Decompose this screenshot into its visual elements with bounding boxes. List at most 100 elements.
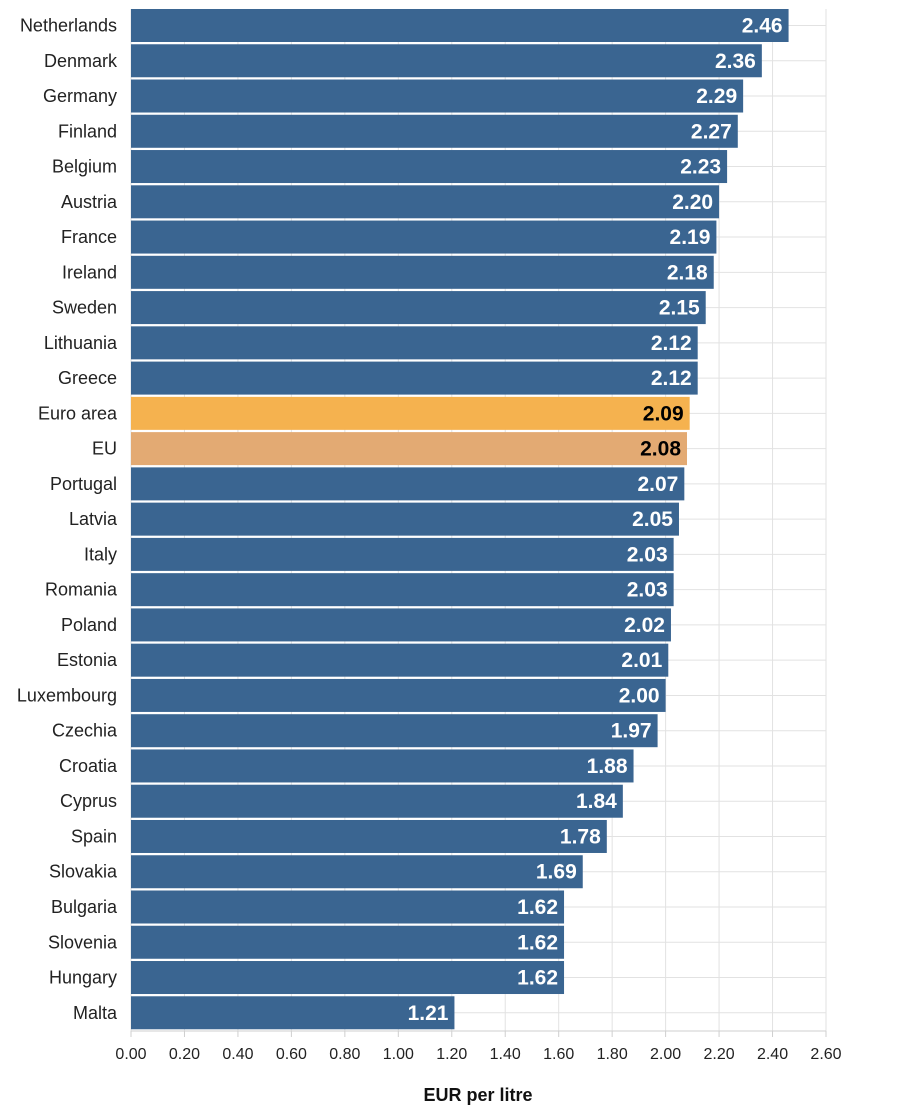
category-label: Sweden — [52, 298, 117, 318]
bar-czechia — [131, 714, 658, 748]
value-label: 2.36 — [715, 50, 756, 73]
bar-cyprus — [131, 784, 623, 818]
value-label: 2.29 — [696, 85, 737, 108]
bar-france — [131, 220, 717, 254]
bar-germany — [131, 79, 744, 113]
bar-netherlands — [131, 9, 789, 42]
value-label: 2.03 — [627, 543, 668, 566]
bar-sweden — [131, 291, 706, 325]
category-label: EU — [92, 439, 117, 459]
value-label: 2.12 — [651, 332, 692, 355]
bar-spain — [131, 819, 607, 853]
category-label: Bulgaria — [51, 897, 118, 917]
bar-greece — [131, 361, 698, 395]
bar-belgium — [131, 150, 728, 184]
bar-slovakia — [131, 855, 583, 889]
category-label: Ireland — [62, 262, 117, 282]
category-label: Slovenia — [48, 932, 118, 952]
category-label: Czechia — [52, 721, 118, 741]
bar-bulgaria — [131, 890, 565, 924]
x-tick-label: 0.20 — [169, 1046, 200, 1063]
category-label: Poland — [61, 615, 117, 635]
category-label: Spain — [71, 826, 117, 846]
bar-lithuania — [131, 326, 698, 360]
category-label: Malta — [73, 1003, 118, 1023]
bar-malta — [131, 996, 455, 1030]
category-label: Netherlands — [20, 16, 117, 36]
category-label: Slovakia — [49, 862, 118, 882]
category-label: Austria — [61, 192, 118, 212]
category-label: Belgium — [52, 157, 117, 177]
value-label: 2.02 — [624, 614, 665, 637]
x-tick-label: 1.40 — [490, 1046, 521, 1063]
category-label: Romania — [45, 580, 118, 600]
x-axis-ticks: 0.00 0.20 0.40 0.60 0.80 1.00 1.20 1.40 1.60 1.80… — [115, 1030, 842, 1063]
category-label: Estonia — [57, 650, 118, 670]
value-label: 1.97 — [611, 720, 652, 743]
x-tick-label: 1.00 — [383, 1046, 414, 1063]
x-tick-label: 0.40 — [222, 1046, 253, 1063]
value-label: 2.15 — [659, 297, 700, 320]
x-tick-label: 2.40 — [757, 1046, 788, 1063]
value-label: 1.69 — [536, 861, 577, 884]
x-tick-label: 0.00 — [115, 1046, 146, 1063]
value-label: 2.05 — [632, 508, 673, 531]
bar-denmark — [131, 44, 762, 78]
value-label: 2.09 — [643, 402, 684, 425]
value-label: 2.01 — [621, 649, 662, 672]
bar-eu — [131, 432, 687, 466]
value-label: 2.23 — [680, 156, 721, 179]
category-label: Finland — [58, 121, 117, 141]
bar-luxembourg — [131, 678, 666, 712]
bar-portugal — [131, 467, 685, 501]
bars — [131, 9, 789, 1030]
x-tick-label: 1.20 — [436, 1046, 467, 1063]
category-label: Germany — [43, 86, 117, 106]
value-labels: 2.46 2.36 2.29 2.27 2.23 2.20 2.19 2.18 2.15 2.12… — [408, 15, 783, 1025]
category-label: Croatia — [59, 756, 118, 776]
value-label: 2.00 — [619, 684, 660, 707]
category-label: Lithuania — [44, 333, 118, 353]
value-label: 1.84 — [576, 790, 617, 813]
bar-romania — [131, 573, 674, 607]
category-label: Euro area — [38, 403, 118, 423]
value-label: 2.18 — [667, 261, 708, 284]
x-tick-label: 0.60 — [276, 1046, 307, 1063]
category-label: Hungary — [49, 968, 117, 988]
value-label: 1.88 — [587, 755, 628, 778]
category-label: Cyprus — [60, 791, 117, 811]
category-label: France — [61, 227, 117, 247]
value-label: 1.62 — [517, 896, 558, 919]
value-label: 2.19 — [670, 226, 711, 249]
x-tick-label: 2.20 — [704, 1046, 735, 1063]
bar-slovenia — [131, 925, 565, 959]
category-labels: Netherlands Denmark Germany Finland Belgium A… — [17, 16, 118, 1023]
bar-poland — [131, 608, 671, 642]
value-label: 2.46 — [742, 15, 783, 38]
bar-hungary — [131, 961, 565, 995]
x-tick-label: 2.60 — [810, 1046, 841, 1063]
bar-latvia — [131, 502, 679, 536]
value-label: 2.20 — [672, 191, 713, 214]
category-label: Italy — [84, 544, 117, 564]
value-label: 1.62 — [517, 967, 558, 990]
value-label: 2.08 — [640, 438, 681, 461]
value-label: 2.07 — [637, 473, 678, 496]
x-tick-label: 1.80 — [597, 1046, 628, 1063]
x-tick-label: 2.00 — [650, 1046, 681, 1063]
bar-finland — [131, 114, 738, 148]
bar-euro-area — [131, 396, 690, 430]
bar-croatia — [131, 749, 634, 783]
bar-italy — [131, 537, 674, 571]
x-tick-label: 1.60 — [543, 1046, 574, 1063]
category-label: Latvia — [69, 509, 118, 529]
value-label: 1.78 — [560, 825, 601, 848]
value-label: 1.62 — [517, 931, 558, 954]
bar-ireland — [131, 255, 714, 289]
value-label: 2.27 — [691, 120, 732, 143]
x-axis-title: EUR per litre — [423, 1085, 532, 1105]
value-label: 2.03 — [627, 579, 668, 602]
category-label: Greece — [58, 368, 117, 388]
